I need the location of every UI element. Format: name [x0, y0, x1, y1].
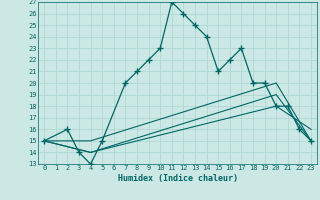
X-axis label: Humidex (Indice chaleur): Humidex (Indice chaleur) [118, 174, 238, 183]
